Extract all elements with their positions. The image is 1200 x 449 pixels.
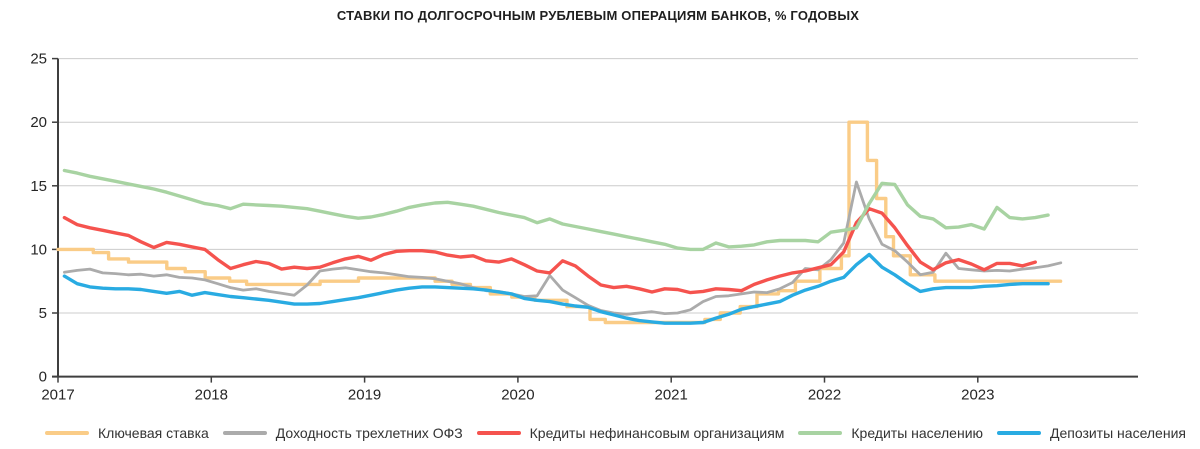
svg-text:25: 25 xyxy=(30,51,47,68)
legend-swatch-ofz-yield xyxy=(222,431,267,435)
legend-item-corporate-loans: Кредиты нефинансовым организациям xyxy=(476,425,785,441)
rates-chart: 0 5 10 15 20 25 2017 2018 2019 2020 2021 2022 2023 xyxy=(30,51,1138,404)
legend-item-key-rate: Ключевая ставка xyxy=(45,425,209,441)
svg-text:2018: 2018 xyxy=(195,387,228,404)
svg-text:5: 5 xyxy=(39,305,47,322)
svg-text:15: 15 xyxy=(30,178,47,195)
gridlines xyxy=(58,58,1138,314)
svg-text:2019: 2019 xyxy=(348,387,381,404)
svg-text:0: 0 xyxy=(39,369,47,386)
legend-swatch-corporate-loans xyxy=(476,431,521,435)
legend-swatch-household-deposits xyxy=(996,431,1041,435)
legend-swatch-household-loans xyxy=(798,431,843,435)
corporate-loans-line xyxy=(62,206,1038,295)
svg-text:2022: 2022 xyxy=(808,387,841,404)
svg-text:10: 10 xyxy=(30,241,47,258)
legend-label: Кредиты населению xyxy=(851,425,984,441)
legend-label: Доходность трехлетних ОФЗ xyxy=(275,425,463,441)
chart-title: СТАВКИ ПО ДОЛГОСРОЧНЫМ РУБЛЕВЫМ ОПЕРАЦИЯ… xyxy=(336,8,860,23)
ofz-yield-line xyxy=(63,180,1063,316)
svg-text:2020: 2020 xyxy=(501,387,534,404)
x-axis-labels: 2017 2018 2019 2020 2021 2022 2023 xyxy=(41,387,994,404)
axes xyxy=(52,57,1138,383)
household-deposits-line xyxy=(62,252,1050,325)
legend-item-ofz-yield: Доходность трехлетних ОФЗ xyxy=(222,425,463,441)
svg-text:2023: 2023 xyxy=(961,387,994,404)
legend-label: Кредиты нефинансовым организациям xyxy=(529,425,785,441)
svg-text:2021: 2021 xyxy=(655,387,688,404)
y-axis-labels: 0 5 10 15 20 25 xyxy=(30,51,47,386)
legend-item-household-loans: Кредиты населению xyxy=(798,425,983,441)
legend-label: Ключевая ставка xyxy=(98,425,209,441)
series-lines xyxy=(56,120,1063,325)
legend: Ключевая ставка Доходность трехлетних ОФЗ… xyxy=(45,425,1186,441)
legend-label: Депозиты населения xyxy=(1049,425,1186,441)
legend-swatch-key-rate xyxy=(45,431,89,435)
household-loans-line xyxy=(62,168,1050,252)
svg-text:2017: 2017 xyxy=(41,387,74,404)
legend-item-household-deposits: Депозиты населения xyxy=(996,425,1186,441)
svg-text:20: 20 xyxy=(30,114,47,131)
